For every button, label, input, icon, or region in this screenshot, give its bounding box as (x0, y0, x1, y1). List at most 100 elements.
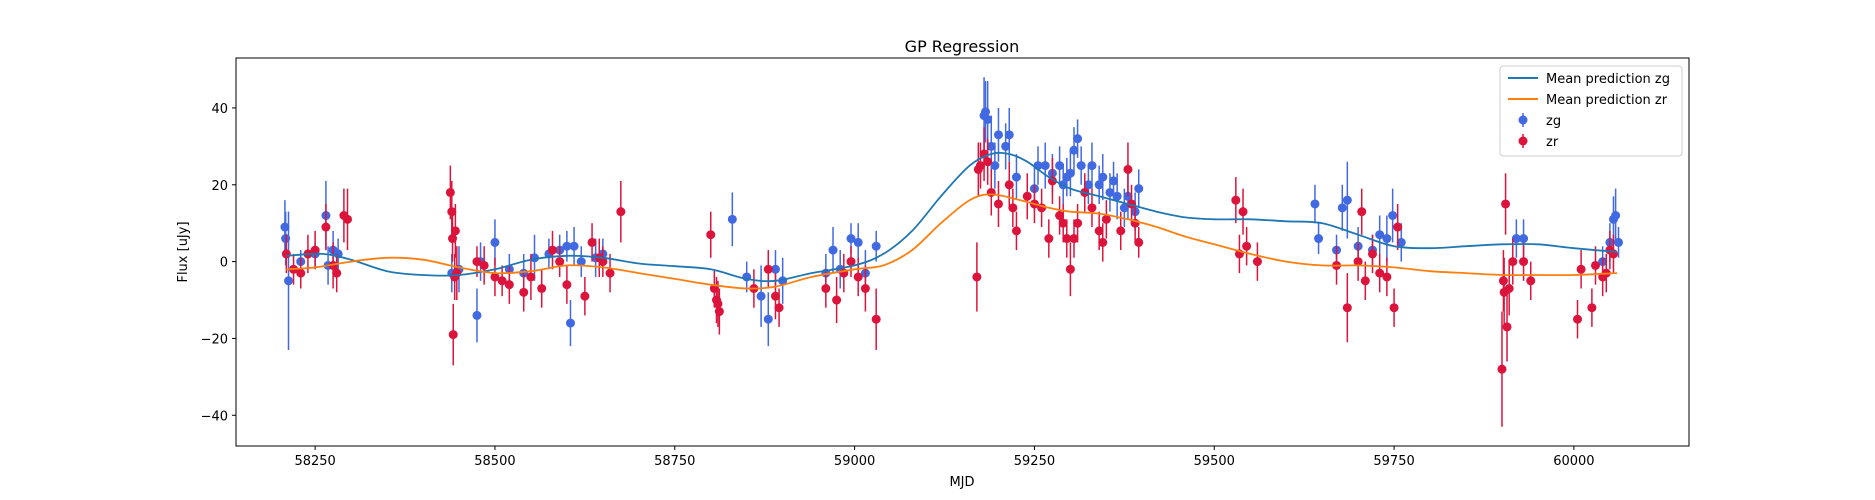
zg-data-point (1119, 203, 1129, 213)
zr-data-point (860, 283, 870, 293)
zr-data-point (281, 249, 291, 259)
zr-data-point (1252, 257, 1262, 267)
y-tick-label: 0 (220, 256, 228, 271)
zr-data-point (479, 260, 489, 270)
zr-data-point (321, 222, 331, 232)
zg-data-point (1342, 195, 1352, 205)
zr-data-point (1116, 226, 1126, 236)
zr-data-point (1058, 218, 1068, 228)
x-tick-label: 59500 (1194, 454, 1235, 469)
zr-data-point (1576, 264, 1586, 274)
zr-data-point (1011, 226, 1021, 236)
x-tick-label: 59750 (1373, 454, 1414, 469)
zg-data-point (1073, 134, 1083, 144)
zr-data-point (1375, 268, 1385, 278)
zr-data-point (1069, 234, 1079, 244)
zr-data-point (1587, 303, 1597, 313)
zr-data-point (714, 307, 724, 317)
zg-data-point (1611, 211, 1621, 221)
x-axis: 58250 58500 58750 59000 59250 59500 59750 60000 (294, 446, 1595, 469)
zg-data-point (1511, 234, 1521, 244)
zr-data-point (1087, 203, 1097, 213)
zr-data-point (580, 291, 590, 301)
zr-data-point (1238, 207, 1248, 217)
legend-marker-zr (1518, 136, 1528, 146)
zr-data-point (706, 230, 716, 240)
zg-data-point (1314, 234, 1324, 244)
zr-data-point (1526, 276, 1536, 286)
zg-data-point (828, 245, 838, 255)
legend: Mean prediction zg Mean prediction zr zg… (1499, 65, 1683, 157)
zr-data-point (1382, 272, 1392, 282)
zg-data-point (1065, 168, 1075, 178)
zg-data-point (1076, 161, 1086, 171)
zr-data-point (472, 257, 482, 267)
zr-data-point (1342, 303, 1352, 313)
zr-data-point (1393, 222, 1403, 232)
zr-data-point (605, 268, 615, 278)
zr-data-point (770, 291, 780, 301)
zr-data-point (490, 272, 500, 282)
zg-data-point (1337, 203, 1347, 213)
zr-data-point (537, 283, 547, 293)
zr-data-point (1008, 203, 1018, 213)
zr-data-point (821, 283, 831, 293)
zr-data-point (975, 161, 985, 171)
mean-prediction-line-zg (286, 151, 1618, 283)
zr-data-point (1519, 257, 1529, 267)
zg-data-point (1396, 237, 1406, 247)
zg-data-point (472, 310, 482, 320)
zg-data-point (986, 141, 996, 151)
y-axis-label: Flux [uJy] (176, 221, 191, 282)
zr-data-point (1004, 180, 1014, 190)
zr-data-point (310, 245, 320, 255)
zg-data-point (562, 241, 572, 251)
zr-data-point (832, 295, 842, 305)
mean-prediction-line-zr (286, 193, 1618, 290)
zr-data-point (993, 199, 1003, 209)
legend-box (1499, 65, 1683, 157)
zg-data-point (1069, 145, 1079, 155)
zr-data-point (871, 314, 881, 324)
x-axis-label: MJD (949, 475, 974, 490)
zr-data-point (587, 237, 597, 247)
zr-data-point (504, 280, 514, 290)
zr-data-point (1501, 199, 1511, 209)
x-tick-label: 58250 (294, 454, 335, 469)
zg-data-point (1519, 234, 1529, 244)
y-tick-label: 20 (211, 179, 228, 194)
zr-data-point (1502, 322, 1512, 332)
zg-data-point (981, 107, 991, 117)
x-tick-label: 59000 (834, 454, 875, 469)
zg-data-point (1040, 161, 1050, 171)
zr-data-point (713, 299, 723, 309)
zr-data-point (983, 157, 993, 167)
zg-data-point (770, 264, 780, 274)
zr-data-point (1590, 260, 1600, 270)
zg-data-point (990, 161, 1000, 171)
zg-data-point (1109, 176, 1119, 186)
plot-frame (235, 57, 1690, 447)
zr-data-point (562, 280, 572, 290)
x-tick-label: 59250 (1014, 454, 1055, 469)
zg-data-point (1083, 180, 1093, 190)
zr-data-point (445, 187, 455, 197)
zr-data-point (1101, 214, 1111, 224)
zr-data-point (1360, 276, 1370, 286)
zr-data-point (1044, 234, 1054, 244)
zr-data-point (763, 264, 773, 274)
zr-data-point (1022, 191, 1032, 201)
zg-data-point (983, 114, 993, 124)
zg-data-point (853, 237, 863, 247)
zr-data-point (1242, 241, 1252, 251)
zr-data-point (1094, 226, 1104, 236)
zg-data-point (284, 276, 294, 286)
zg-data-point (763, 314, 773, 324)
zr-data-point (342, 214, 352, 224)
zg-data-point (565, 318, 575, 328)
zg-data-point (1011, 172, 1021, 182)
x-tick-label: 60000 (1553, 454, 1594, 469)
zg-data-point (1375, 230, 1385, 240)
zr-data-point (986, 187, 996, 197)
